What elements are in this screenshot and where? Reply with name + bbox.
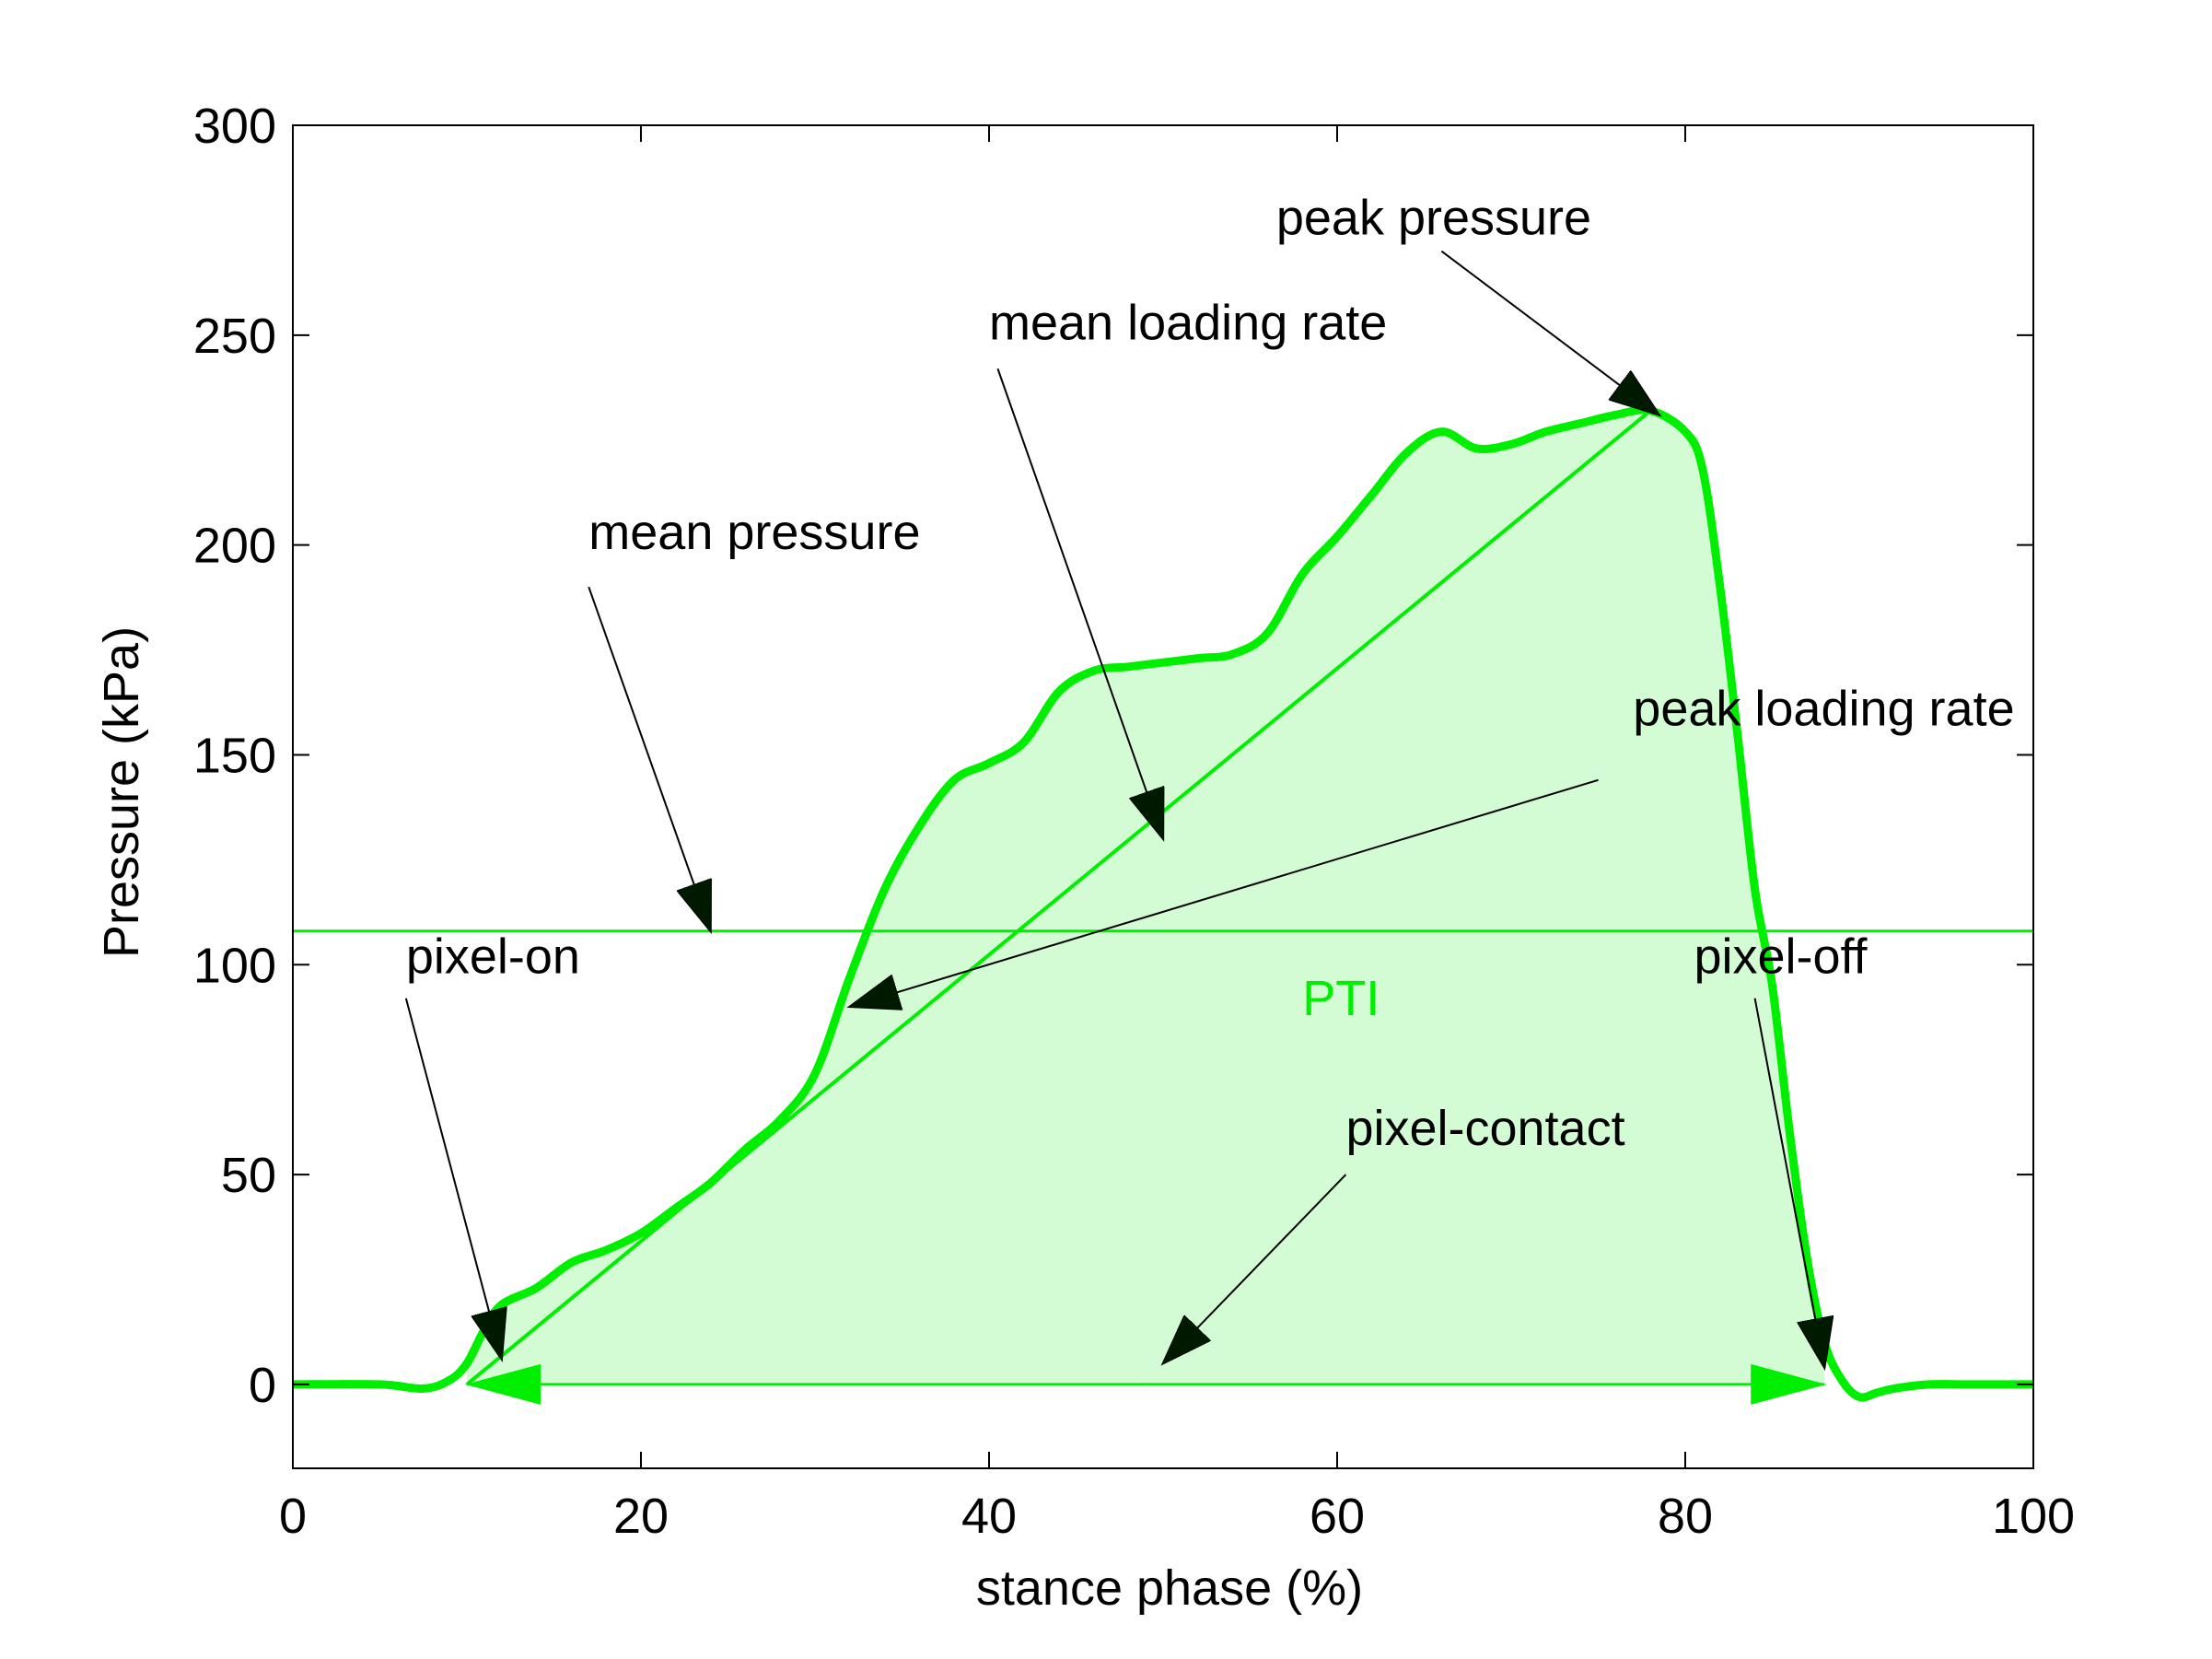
y-tick-label: 0: [249, 1358, 276, 1413]
y-tick-label: 50: [221, 1148, 276, 1203]
pixel-contact-arrow: [1163, 1174, 1347, 1363]
pressure-curve: [292, 405, 2033, 1402]
pixel-off-label: pixel-off: [1694, 929, 1868, 984]
y-tick-label: 250: [193, 309, 276, 364]
x-tick-label: 80: [1658, 1489, 1713, 1544]
peak-loading-rate-label: peak loading rate: [1633, 682, 2014, 737]
x-tick-label: 100: [1992, 1489, 2075, 1544]
pixel-on-label: pixel-on: [406, 929, 580, 984]
pti-label: PTI: [1302, 971, 1380, 1026]
x-tick-label: 60: [1310, 1489, 1365, 1544]
axes-box: [292, 124, 2034, 1469]
mean-pressure-label: mean pressure: [588, 505, 920, 560]
y-tick-label: 200: [193, 519, 276, 574]
y-axis-label: Pressure (kPa): [94, 626, 149, 958]
axes: 0 20 40 60 80 100 0 50 100 150 200 250 300: [193, 99, 2075, 1544]
annotations: peak pressure mean loading rate mean press…: [404, 190, 2015, 1368]
x-tick-label: 20: [613, 1489, 669, 1544]
peak-pressure-label: peak pressure: [1276, 190, 1591, 245]
pixel-on-arrow: [404, 998, 502, 1360]
mean-loading-rate-arrow: [996, 368, 1163, 838]
y-tick-label: 150: [193, 728, 276, 783]
mean-pressure-arrow: [588, 586, 710, 931]
plot-area: [292, 405, 2033, 1405]
x-tick-label: 40: [961, 1489, 1017, 1544]
peak-pressure-arrow: [1440, 250, 1659, 415]
peak-loading-rate-arrow: [850, 778, 1599, 1007]
mean-loading-rate-line: [465, 409, 1652, 1386]
pixel-off-arrow: [1753, 998, 1825, 1368]
y-tick-label: 100: [193, 938, 276, 993]
mean-loading-rate-label: mean loading rate: [989, 295, 1387, 350]
x-tick-label: 0: [279, 1489, 307, 1544]
x-axis-label: stance phase (%): [976, 1560, 1363, 1616]
pti-area: [467, 409, 1825, 1384]
pixel-contact-label: pixel-contact: [1345, 1101, 1624, 1156]
y-tick-label: 300: [193, 99, 276, 154]
